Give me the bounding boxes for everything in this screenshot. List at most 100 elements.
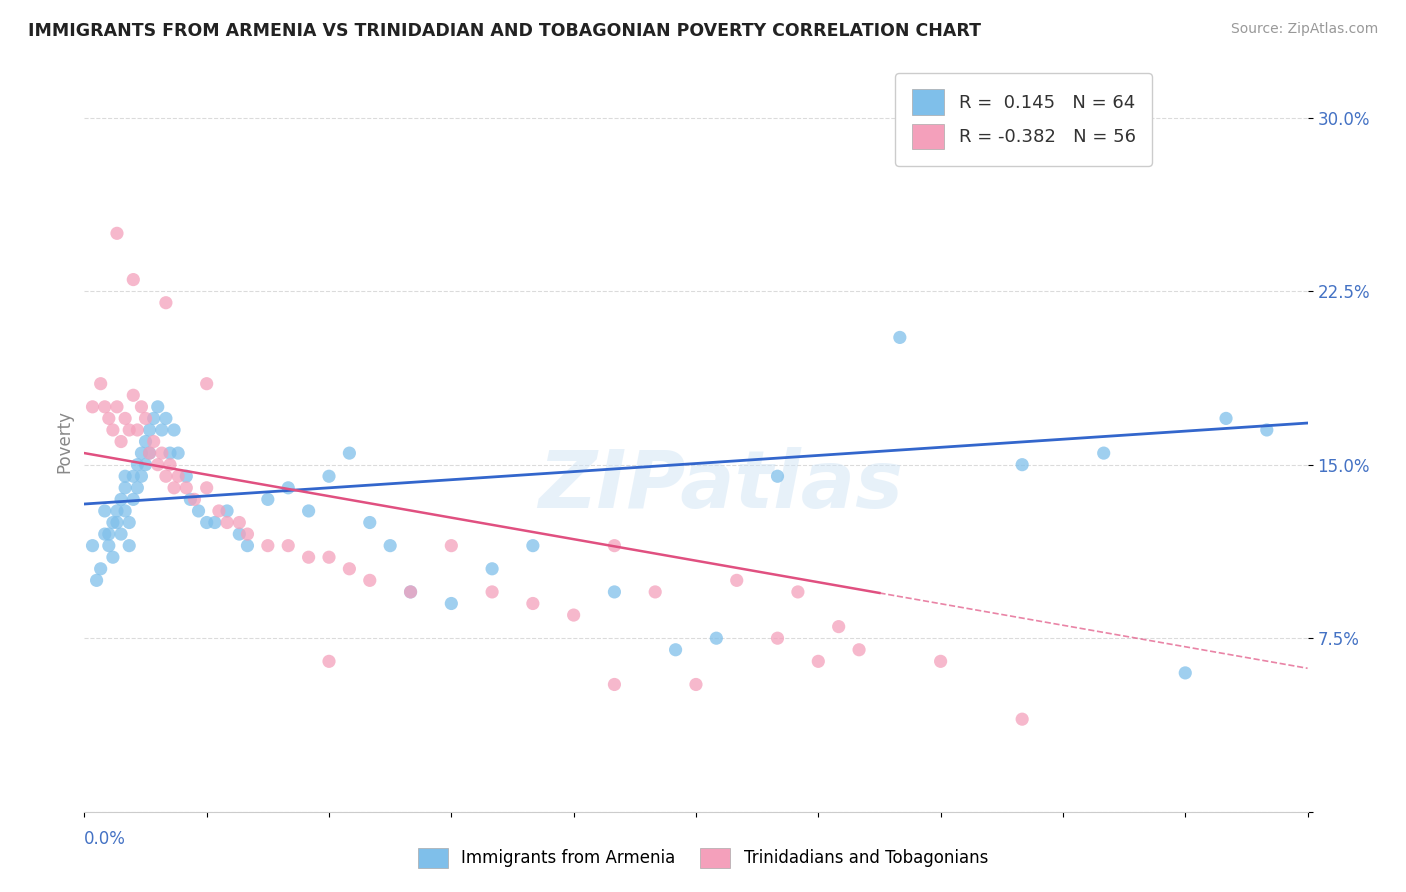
Point xyxy=(399,585,422,599)
Point xyxy=(228,527,250,541)
Point xyxy=(105,227,128,241)
Point xyxy=(195,481,218,495)
Point xyxy=(236,539,259,553)
Point xyxy=(138,446,160,460)
Point xyxy=(82,400,104,414)
Point xyxy=(522,539,544,553)
Point xyxy=(135,458,157,472)
Point xyxy=(380,539,402,553)
Point xyxy=(90,376,112,391)
Point xyxy=(179,492,201,507)
Point xyxy=(725,574,748,588)
Point xyxy=(114,411,136,425)
Legend: R =  0.145   N = 64, R = -0.382   N = 56: R = 0.145 N = 64, R = -0.382 N = 56 xyxy=(896,73,1152,166)
Point xyxy=(195,516,218,530)
Point xyxy=(481,562,503,576)
Point xyxy=(131,469,153,483)
Point xyxy=(142,411,165,425)
Point xyxy=(828,619,851,633)
Point xyxy=(889,330,911,344)
Point xyxy=(298,504,321,518)
Point xyxy=(163,481,186,495)
Point xyxy=(150,423,173,437)
Point xyxy=(706,631,728,645)
Point xyxy=(122,388,145,402)
Point xyxy=(228,516,250,530)
Point xyxy=(146,458,169,472)
Point xyxy=(440,539,463,553)
Point xyxy=(807,654,830,668)
Point xyxy=(665,642,688,657)
Text: 0.0%: 0.0% xyxy=(84,830,127,848)
Point xyxy=(122,469,145,483)
Point xyxy=(114,481,136,495)
Point xyxy=(277,481,299,495)
Legend: Immigrants from Armenia, Trinidadians and Tobagonians: Immigrants from Armenia, Trinidadians an… xyxy=(411,841,995,875)
Point xyxy=(359,574,381,588)
Point xyxy=(114,504,136,518)
Point xyxy=(163,423,186,437)
Point xyxy=(187,504,209,518)
Point xyxy=(603,539,626,553)
Point xyxy=(122,272,145,286)
Point xyxy=(90,562,112,576)
Point xyxy=(481,585,503,599)
Point xyxy=(138,446,160,460)
Point xyxy=(399,585,422,599)
Point xyxy=(766,631,789,645)
Point xyxy=(318,550,340,565)
Point xyxy=(131,446,153,460)
Point xyxy=(298,550,321,565)
Point xyxy=(339,446,361,460)
Point xyxy=(174,469,197,483)
Point xyxy=(787,585,810,599)
Point xyxy=(929,654,952,668)
Text: IMMIGRANTS FROM ARMENIA VS TRINIDADIAN AND TOBAGONIAN POVERTY CORRELATION CHART: IMMIGRANTS FROM ARMENIA VS TRINIDADIAN A… xyxy=(28,22,981,40)
Point xyxy=(217,516,239,530)
Point xyxy=(122,492,145,507)
Point xyxy=(1011,458,1033,472)
Text: Source: ZipAtlas.com: Source: ZipAtlas.com xyxy=(1230,22,1378,37)
Point xyxy=(1092,446,1115,460)
Point xyxy=(236,527,259,541)
Point xyxy=(217,504,239,518)
Point xyxy=(105,516,128,530)
Point xyxy=(603,677,626,691)
Point xyxy=(114,469,136,483)
Point xyxy=(135,411,157,425)
Y-axis label: Poverty: Poverty xyxy=(55,410,73,473)
Point xyxy=(138,423,160,437)
Point xyxy=(155,411,177,425)
Point xyxy=(118,516,141,530)
Point xyxy=(97,527,120,541)
Point xyxy=(204,516,226,530)
Point xyxy=(118,423,141,437)
Point xyxy=(1215,411,1237,425)
Point xyxy=(155,295,177,310)
Point xyxy=(93,527,115,541)
Point xyxy=(150,446,173,460)
Point xyxy=(127,481,149,495)
Point xyxy=(603,585,626,599)
Point xyxy=(1011,712,1033,726)
Point xyxy=(101,423,124,437)
Point xyxy=(159,446,181,460)
Point xyxy=(1256,423,1278,437)
Point xyxy=(118,539,141,553)
Point xyxy=(110,434,132,449)
Point xyxy=(174,481,197,495)
Point xyxy=(522,597,544,611)
Point xyxy=(766,469,789,483)
Point xyxy=(135,434,157,449)
Point xyxy=(318,469,340,483)
Point xyxy=(848,642,870,657)
Point xyxy=(167,469,190,483)
Point xyxy=(105,400,128,414)
Point xyxy=(257,492,280,507)
Point xyxy=(167,446,190,460)
Point xyxy=(105,504,128,518)
Point xyxy=(159,458,181,472)
Point xyxy=(82,539,104,553)
Point xyxy=(101,550,124,565)
Point xyxy=(359,516,381,530)
